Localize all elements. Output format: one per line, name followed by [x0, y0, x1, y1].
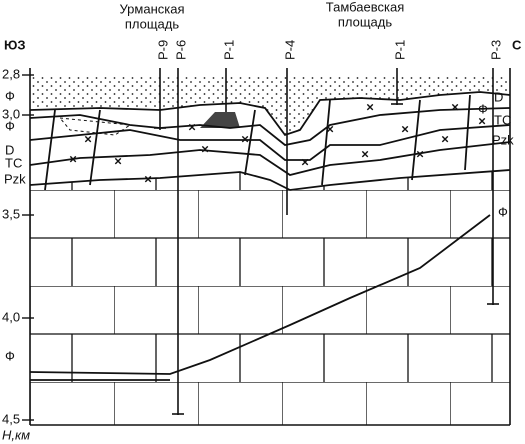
layer-label: Pzk — [492, 132, 514, 147]
frame — [29, 68, 511, 426]
layer-label: Ф — [478, 101, 488, 116]
depth-label: 4,0 — [2, 309, 20, 324]
hatched-lens — [58, 117, 132, 136]
svg-text:×: × — [188, 119, 196, 134]
svg-text:×: × — [451, 99, 459, 114]
area-name: Тамбаевская — [326, 0, 405, 14]
svg-text:×: × — [326, 121, 334, 136]
svg-text:×: × — [361, 146, 369, 161]
layer-label: TC — [494, 112, 511, 127]
layer-label: TC — [5, 155, 22, 170]
svg-text:×: × — [478, 113, 486, 128]
depth-label: 3,5 — [2, 206, 20, 221]
well-label: Р-1 — [221, 40, 236, 60]
svg-text:×: × — [114, 153, 122, 168]
well-label: Р-3 — [488, 40, 503, 60]
wells — [154, 68, 499, 415]
depth-label: 2,8 — [2, 66, 20, 81]
stipple-layer — [30, 75, 510, 135]
svg-text:×: × — [401, 121, 409, 136]
well-label: Р-1 — [392, 40, 407, 60]
area-suffix: площадь — [338, 14, 393, 29]
depth-label: 4,5 — [2, 411, 20, 426]
svg-text:×: × — [366, 99, 374, 114]
well-label: Р-4 — [282, 40, 297, 60]
area-name: Урманская — [120, 1, 185, 16]
svg-text:×: × — [441, 131, 449, 146]
layer-label: Ф — [5, 348, 15, 363]
cross-marks: × × × × × × × × × × × × × × × × — [69, 99, 486, 186]
basement — [30, 172, 510, 425]
svg-text:×: × — [241, 131, 249, 146]
direction: С — [512, 37, 522, 52]
layer-label: Ф — [5, 118, 15, 133]
svg-text:×: × — [84, 131, 92, 146]
svg-text:×: × — [144, 171, 152, 186]
depth-label: 3,0 — [2, 106, 20, 121]
layer-boundaries — [29, 91, 511, 381]
svg-text:×: × — [69, 151, 77, 166]
svg-text:×: × — [301, 154, 309, 169]
layer-label: D — [5, 142, 14, 157]
svg-text:×: × — [416, 146, 424, 161]
direction: ЮЗ — [4, 37, 26, 52]
well-label: Р-9 — [155, 40, 170, 60]
lens — [200, 112, 240, 128]
svg-text:×: × — [201, 141, 209, 156]
layer-label: D — [494, 89, 503, 104]
depth-title: Н,км — [2, 427, 30, 442]
area-suffix: площадь — [125, 16, 180, 31]
layer-label: Ф — [498, 204, 508, 219]
well-label: Р-6 — [173, 40, 188, 60]
layer-label: Pzk — [4, 171, 26, 186]
depth-ticks — [22, 74, 34, 421]
layer-label: Ф — [5, 88, 15, 103]
